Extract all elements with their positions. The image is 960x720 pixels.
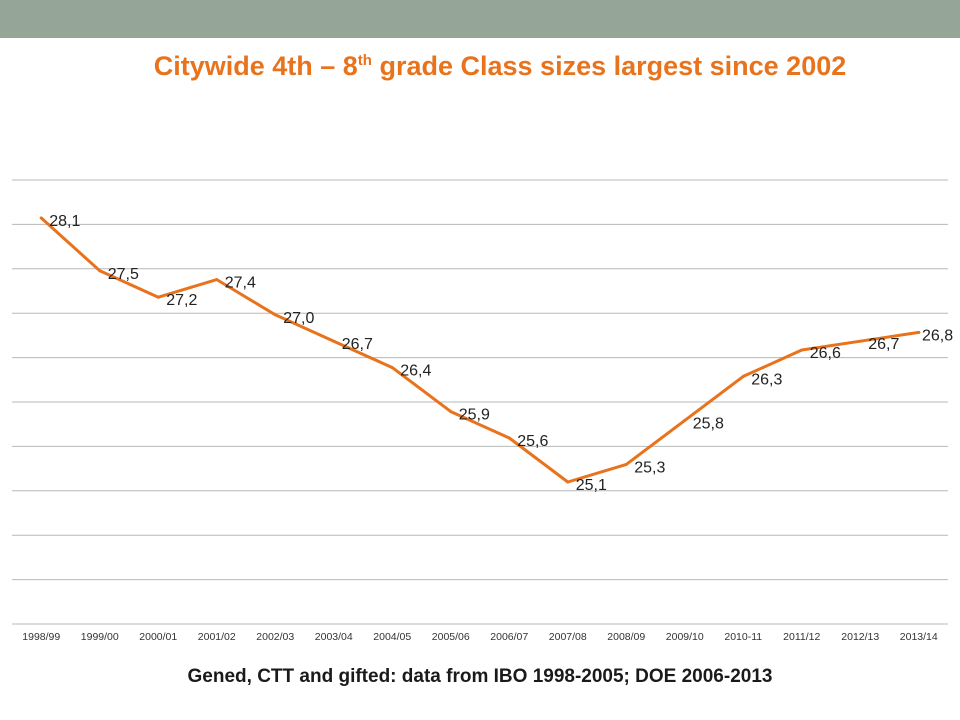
data-point bbox=[39, 216, 43, 220]
data-label: 25,8 bbox=[693, 415, 724, 432]
data-point bbox=[98, 269, 102, 273]
data-point bbox=[624, 462, 628, 466]
data-point bbox=[566, 480, 570, 484]
data-point bbox=[507, 436, 511, 440]
x-tick-label: 2007/08 bbox=[549, 631, 587, 643]
gridlines bbox=[12, 179, 948, 625]
data-point bbox=[917, 330, 921, 334]
series-line-group bbox=[39, 216, 921, 484]
x-tick-label: 2004/05 bbox=[373, 631, 411, 643]
x-tick-label: 2000/01 bbox=[139, 631, 177, 643]
data-point bbox=[449, 410, 453, 414]
data-point bbox=[683, 418, 687, 422]
data-point bbox=[858, 339, 862, 343]
data-point bbox=[800, 348, 804, 352]
data-point bbox=[332, 339, 336, 343]
data-label: 27,0 bbox=[283, 310, 314, 327]
title-text-1: Citywide 4th – 8 bbox=[153, 51, 358, 81]
x-tick-label: 1998/99 bbox=[22, 631, 60, 643]
data-label: 28,1 bbox=[49, 213, 80, 230]
x-tick-label: 2009/10 bbox=[666, 631, 704, 643]
x-tick-label: 1999/00 bbox=[81, 631, 119, 643]
x-tick-label: 2002/03 bbox=[256, 631, 294, 643]
data-point bbox=[390, 366, 394, 370]
data-label: 27,2 bbox=[166, 292, 197, 309]
chart-title: Citywide 4th – 8th grade Class sizes lar… bbox=[90, 48, 910, 84]
data-label: 25,1 bbox=[576, 477, 607, 494]
data-label: 26,8 bbox=[922, 327, 953, 344]
x-tick-label: 2011/12 bbox=[783, 631, 820, 643]
x-tick-label: 2001/02 bbox=[198, 631, 236, 643]
data-label: 25,6 bbox=[517, 433, 548, 450]
title-superscript: th bbox=[357, 52, 372, 69]
x-tick-label: 2006/07 bbox=[490, 631, 528, 643]
data-label: 27,4 bbox=[225, 275, 256, 292]
data-label: 26,6 bbox=[810, 345, 841, 362]
x-tick-label: 2003/04 bbox=[315, 631, 353, 643]
data-label: 26,7 bbox=[342, 336, 373, 353]
data-label: 25,3 bbox=[634, 459, 665, 476]
source-note: Gened, CTT and gifted: data from IBO 199… bbox=[187, 666, 773, 687]
data-label: 25,9 bbox=[459, 407, 490, 424]
x-tick-label: 2013/14 bbox=[900, 631, 938, 643]
x-tick-label: 2012/13 bbox=[841, 631, 879, 643]
data-label: 27,5 bbox=[108, 266, 139, 283]
data-labels: 28,1 27,5 27,2 27,4 27,0 26,7 26,4 25,9 25,6 25,1… bbox=[49, 213, 953, 494]
data-label: 26,7 bbox=[868, 336, 899, 353]
x-axis-ticks: 1998/99 1999/00 2000/01 2001/02 2002/03 2003/… bbox=[22, 631, 938, 643]
title-text-2: grade Class sizes largest since 2002 bbox=[371, 51, 847, 81]
data-point bbox=[215, 278, 219, 282]
line-chart: 28,1 27,5 27,2 27,4 27,0 26,7 26,4 25,9 25,6 25,1… bbox=[12, 179, 953, 643]
header-bar bbox=[0, 0, 960, 38]
data-point bbox=[156, 295, 160, 299]
x-tick-label: 2005/06 bbox=[432, 631, 470, 643]
data-point bbox=[273, 313, 277, 317]
data-point bbox=[741, 374, 745, 378]
data-label: 26,3 bbox=[751, 371, 782, 388]
series-line bbox=[39, 216, 921, 484]
x-tick-label: 2010-11 bbox=[724, 631, 762, 643]
data-label: 26,4 bbox=[400, 363, 431, 380]
x-tick-label: 2008/09 bbox=[607, 631, 645, 643]
